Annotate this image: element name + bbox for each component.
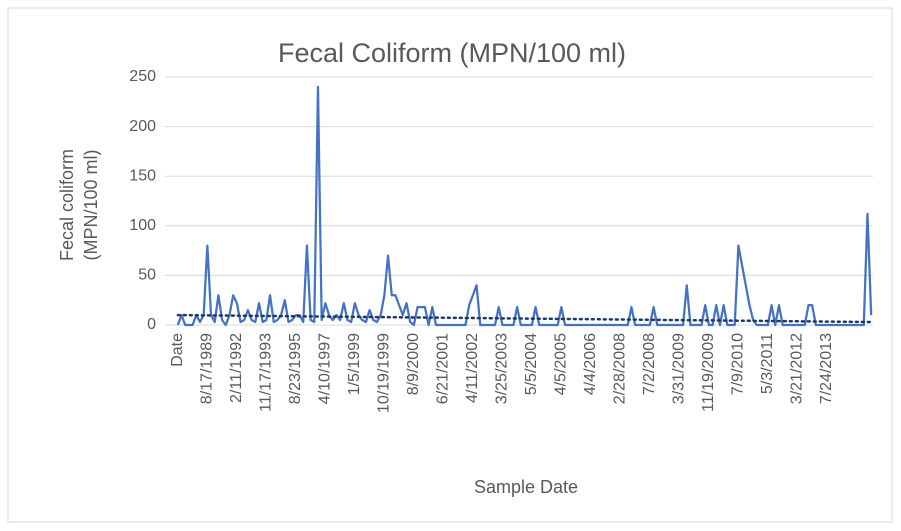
chart-title: Fecal Coliform (MPN/100 ml) (278, 38, 626, 68)
trendline (176, 313, 873, 324)
x-tick-label: 3/31/2009 (671, 333, 688, 404)
x-tick-label: 8/17/1989 (199, 333, 216, 404)
x-tick-label: 5/5/2004 (523, 333, 540, 395)
y-tick-label: 100 (129, 217, 156, 234)
x-tick-label: 7/24/2013 (818, 333, 835, 404)
data-line (176, 85, 873, 327)
x-axis-title: Sample Date (474, 477, 578, 497)
y-tick-label: 250 (129, 68, 156, 85)
x-tick-label: 4/4/2006 (582, 333, 599, 395)
y-axis-title: Fecal coliform (57, 149, 77, 261)
x-tick-label: 7/9/2010 (730, 333, 747, 395)
x-tick-label: 4/11/2002 (464, 333, 481, 403)
x-tick-label: Date (169, 333, 186, 367)
x-tick-label: 3/25/2003 (494, 333, 511, 404)
y-axis-title: (MPN/100 ml) (81, 149, 101, 260)
x-tick-label: 7/2/2008 (641, 333, 658, 395)
x-tick-label: 2/11/1992 (228, 333, 245, 403)
x-tick-label: 2/28/2008 (612, 333, 629, 404)
chart-frame (7, 7, 893, 523)
x-tick-label: 1/5/1999 (346, 333, 363, 395)
x-tick-label: 4/10/1997 (317, 333, 334, 404)
x-tick-label: 8/9/2000 (405, 333, 422, 395)
x-tick-label: 11/19/2009 (700, 333, 717, 412)
x-tick-label: 8/23/1995 (287, 333, 304, 404)
x-tick-label: 6/21/2001 (435, 333, 452, 404)
x-tick-label: 3/21/2012 (789, 333, 806, 404)
y-tick-label: 0 (147, 316, 156, 333)
y-tick-label: 150 (129, 167, 156, 184)
x-tick-label: 5/3/2011 (759, 333, 776, 394)
y-tick-label: 200 (129, 118, 156, 135)
x-tick-label: 4/5/2005 (553, 333, 570, 395)
x-tick-label: 11/17/1993 (258, 333, 275, 412)
y-tick-label: 50 (138, 267, 156, 284)
x-tick-label: 10/19/1999 (376, 333, 393, 413)
